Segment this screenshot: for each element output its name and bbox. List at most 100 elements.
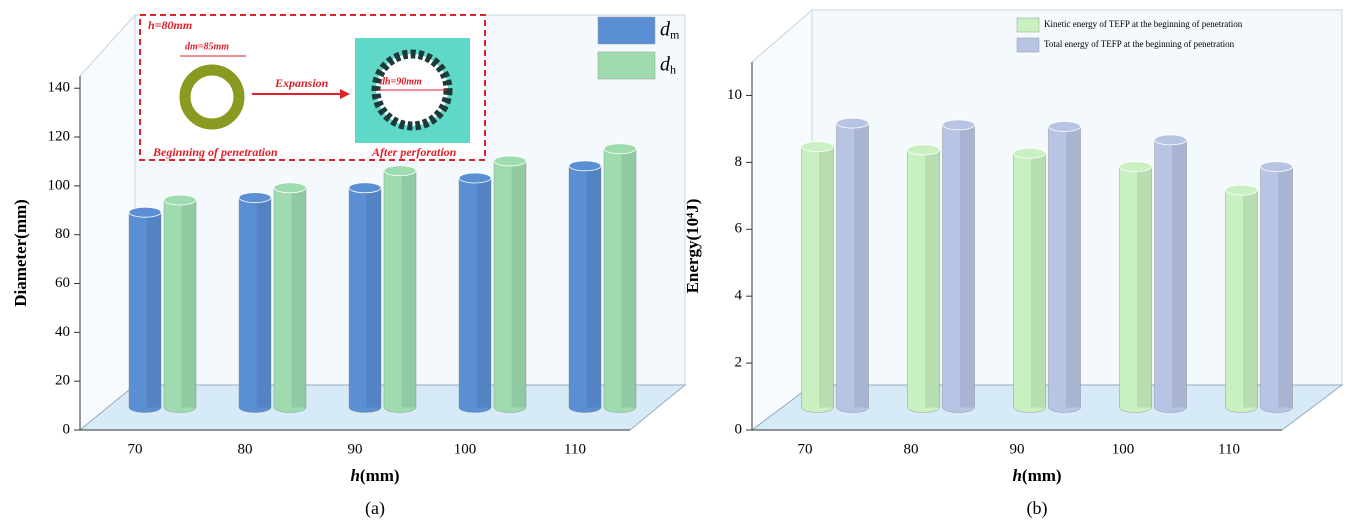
cylinder: [1226, 185, 1258, 412]
cylinder: [1049, 121, 1081, 412]
x-tick-label: 80: [238, 441, 253, 457]
x-tick-label: 110: [1218, 441, 1240, 457]
cylinder-shade: [622, 149, 636, 408]
cylinder-top: [164, 195, 196, 205]
cylinder-top: [274, 183, 306, 193]
cylinder: [1014, 148, 1046, 412]
legend-swatch: [598, 52, 655, 79]
cylinder-shade: [1172, 140, 1186, 408]
cylinder: [1261, 162, 1293, 413]
annotation: dm=85mm: [185, 41, 229, 52]
cylinder-top: [1226, 185, 1258, 195]
cylinder-shade: [147, 212, 161, 407]
cylinder: [349, 183, 381, 413]
cylinder: [837, 118, 869, 412]
y-tick-label: 0: [63, 421, 71, 437]
y-axis-title: Energy(10⁴J): [683, 199, 702, 294]
legend-swatch: [1017, 18, 1039, 32]
annotation: After perforation: [371, 145, 457, 159]
cylinder: [1120, 162, 1152, 413]
cylinder: [384, 166, 416, 413]
cylinder: [802, 142, 834, 413]
y-tick-label: 20: [55, 373, 70, 389]
x-tick-label: 80: [904, 441, 919, 457]
y-tick-label: 60: [55, 275, 70, 291]
y-tick-label: 40: [55, 324, 70, 340]
legend-label: Total energy of TEFP at the beginning of…: [1044, 39, 1235, 49]
cylinder-shade: [292, 188, 306, 408]
x-tick-label: 110: [564, 441, 586, 457]
cylinder: [494, 156, 526, 413]
cylinder-top: [1120, 162, 1152, 172]
annotation: Expansion: [274, 76, 329, 90]
cylinder: [129, 207, 161, 412]
cylinder-shade: [925, 150, 939, 408]
x-tick-label: 90: [1010, 441, 1025, 457]
cylinder-shade: [257, 198, 271, 408]
cylinder: [908, 145, 940, 413]
cylinder-shade: [1137, 167, 1151, 408]
cylinder-shade: [477, 178, 491, 407]
cylinder-top: [1014, 148, 1046, 158]
cylinder: [943, 120, 975, 413]
cylinder-top: [569, 161, 601, 171]
x-tick-label: 90: [348, 441, 363, 457]
cylinder-top: [1049, 121, 1081, 131]
cylinder: [604, 144, 636, 413]
cylinder-shade: [367, 188, 381, 408]
y-tick-label: 120: [48, 128, 71, 144]
legend-swatch: [1017, 38, 1039, 52]
x-tick-label: 100: [454, 441, 477, 457]
cylinder-top: [802, 142, 834, 152]
cylinder: [569, 161, 601, 413]
legend-label: Kinetic energy of TEFP at the beginning …: [1044, 19, 1243, 29]
y-tick-label: 100: [48, 177, 71, 193]
cylinder-shade: [1066, 126, 1080, 407]
y-tick-label: 10: [727, 87, 742, 103]
cylinder-shade: [1278, 167, 1292, 408]
cylinder: [274, 183, 306, 413]
cylinder-top: [943, 120, 975, 130]
cylinder-top: [239, 193, 271, 203]
x-axis-title: h(mm): [350, 466, 399, 485]
x-axis-title: h(mm): [1012, 466, 1061, 485]
y-tick-label: 4: [735, 288, 743, 304]
x-tick-label: 70: [128, 441, 143, 457]
cylinder-shade: [819, 147, 833, 408]
inset: h=80mm dm=85mm Expansion dh=90mm Beginni…: [140, 15, 485, 160]
y-tick-label: 2: [735, 355, 743, 371]
cylinder: [164, 195, 196, 413]
x-tick-label: 100: [1112, 441, 1135, 457]
y-tick-label: 8: [735, 154, 743, 170]
cylinder-shade: [402, 171, 416, 408]
cylinder-top: [384, 166, 416, 176]
cylinder-top: [1261, 162, 1293, 172]
annotation: Beginning of penetration: [152, 145, 278, 159]
cylinder-top: [129, 207, 161, 217]
cylinder-top: [908, 145, 940, 155]
cylinder-shade: [512, 161, 526, 408]
y-tick-label: 80: [55, 226, 70, 242]
annotation: h=80mm: [148, 18, 192, 32]
cylinder-top: [604, 144, 636, 154]
cylinder: [1155, 135, 1187, 413]
cylinder-top: [459, 173, 491, 183]
left-wall: [80, 15, 135, 430]
cylinder-top: [349, 183, 381, 193]
cylinder-top: [837, 118, 869, 128]
cylinder-shade: [1031, 153, 1045, 407]
cylinder-shade: [854, 123, 868, 407]
caption: (a): [365, 498, 385, 519]
y-tick-label: 6: [735, 221, 743, 237]
cylinder-shade: [587, 166, 601, 408]
y-tick-label: 0: [735, 421, 743, 437]
caption: (b): [1027, 498, 1048, 519]
y-tick-label: 140: [48, 80, 71, 96]
y-axis-title: Diameter(mm): [11, 199, 30, 307]
figure: 020406080100120140708090100110dmdhDiamet…: [0, 0, 1362, 525]
legend-swatch: [598, 17, 655, 44]
cylinder-top: [1155, 135, 1187, 145]
x-tick-label: 70: [798, 441, 813, 457]
cylinder-shade: [182, 200, 196, 408]
cylinder-top: [494, 156, 526, 166]
